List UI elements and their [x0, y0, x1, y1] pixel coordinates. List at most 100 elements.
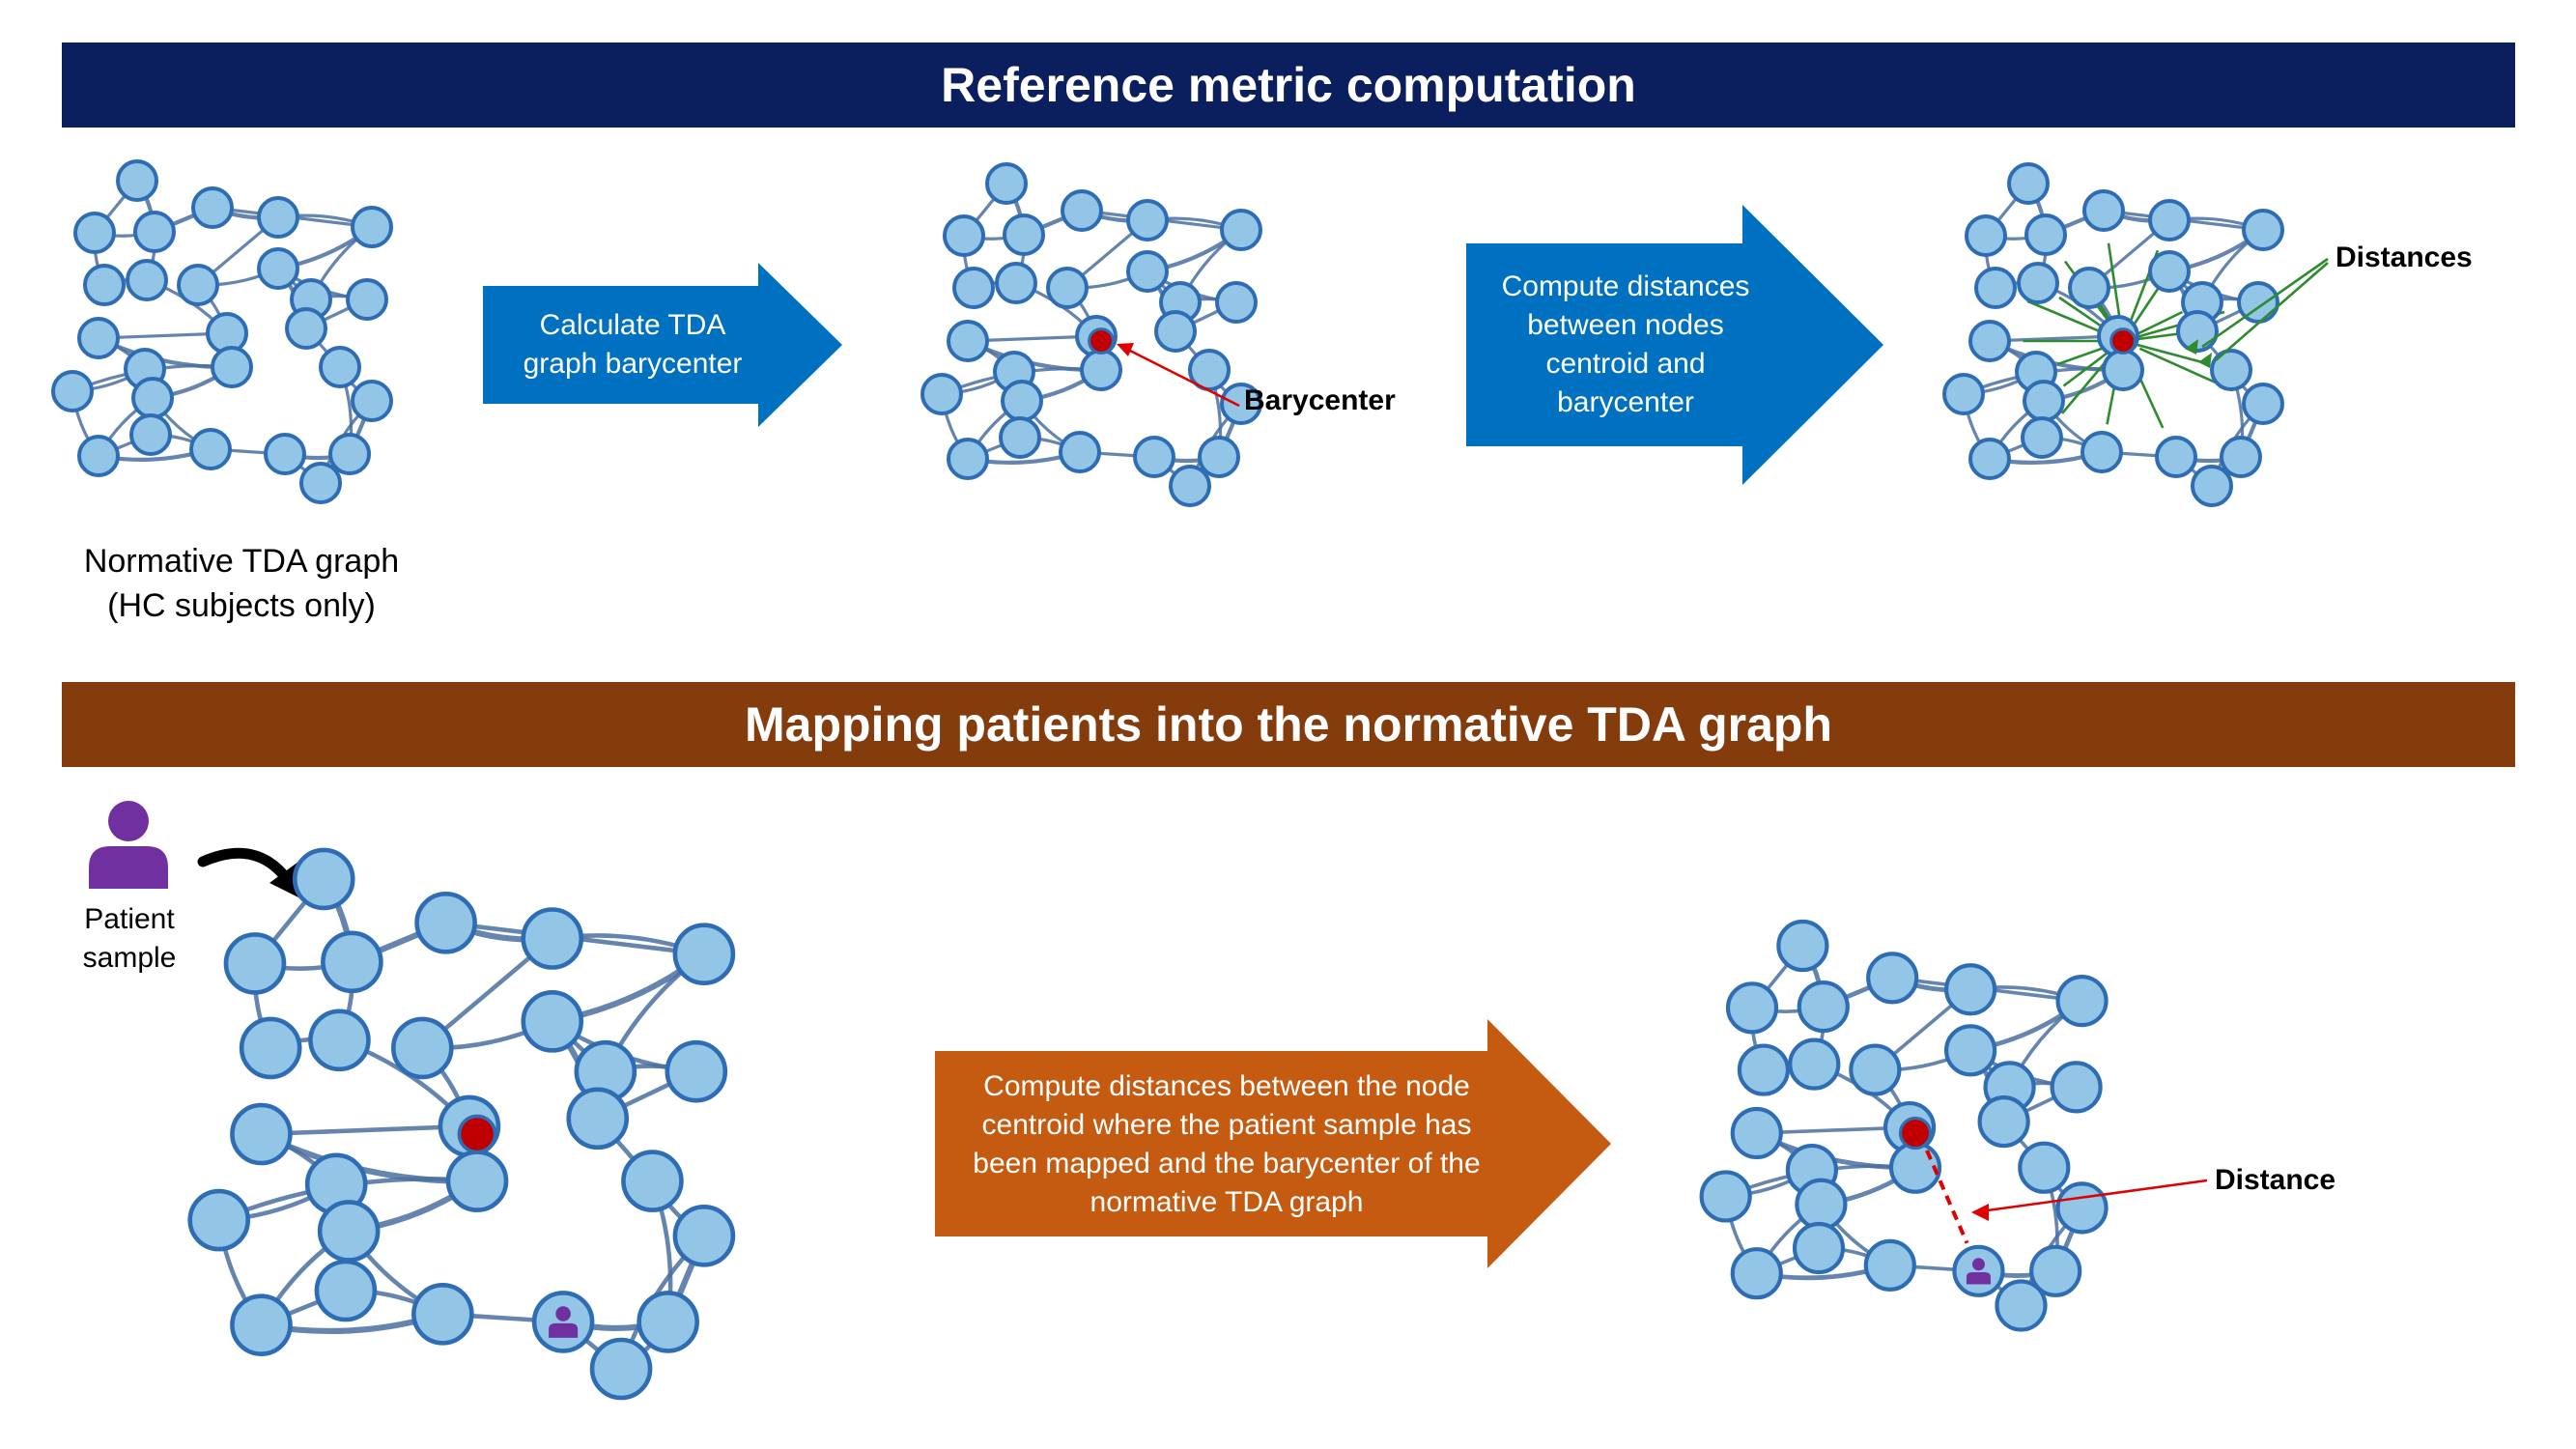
graph-node	[308, 1009, 371, 1072]
graph-node	[299, 462, 342, 504]
graph-node	[77, 317, 120, 359]
graph-node	[947, 320, 989, 362]
barycenter-dot	[1898, 1116, 1933, 1151]
graph-node	[2242, 383, 2284, 425]
graph-node	[521, 907, 584, 970]
distance-label: Distance	[2215, 1164, 2336, 1196]
pointer-arrowhead	[1117, 343, 1134, 356]
graph-node	[1126, 250, 1169, 293]
graph-node	[51, 370, 94, 412]
distances-label: Distances	[2335, 242, 2473, 273]
graph-node	[177, 264, 219, 306]
graph-node	[189, 428, 232, 470]
barycenter-dot	[457, 1114, 497, 1154]
section-title: Mapping patients into the normative TDA …	[745, 697, 1832, 752]
distance-ray	[2026, 299, 2109, 336]
graph-node	[1198, 436, 1240, 478]
section-title: Reference metric computation	[941, 58, 1636, 112]
distance-ray	[2132, 332, 2179, 342]
pointer-arrowhead	[1971, 1204, 1989, 1221]
graph-node	[2242, 209, 2284, 251]
graph-node	[2018, 1141, 2071, 1194]
graph-node	[1792, 1221, 1846, 1275]
graph-node	[1215, 281, 1258, 324]
patient-distance-line	[1925, 1150, 1969, 1244]
graph-node	[116, 159, 158, 202]
graph-node	[995, 262, 1037, 304]
graph-node	[1977, 1095, 2030, 1149]
graph-node	[2220, 436, 2262, 478]
graph-node	[133, 211, 176, 253]
process-arrow-distances	[1466, 205, 1883, 485]
graph-node	[2081, 431, 2123, 473]
graph-node	[411, 1282, 474, 1346]
distances-pointer	[2215, 262, 2329, 361]
graph-node	[346, 278, 388, 321]
graph-node	[2050, 1061, 2103, 1114]
patient-label-line-1: Patient	[84, 903, 175, 935]
graph-node	[292, 847, 355, 911]
graph-node	[390, 1016, 454, 1080]
distance-ray	[2132, 310, 2184, 338]
graph-node	[1795, 1178, 1848, 1231]
graph-node	[566, 1087, 630, 1151]
graph-node	[1220, 383, 1262, 425]
distances-pointer	[2201, 257, 2329, 349]
section-banner-mapping: Mapping patients into the normative TDA …	[62, 682, 2515, 767]
graph-node	[1944, 963, 1997, 1016]
graph-node	[1133, 436, 1175, 478]
graph-node	[1797, 980, 1850, 1034]
graph-node	[1003, 213, 1045, 256]
graph-node	[665, 1039, 728, 1103]
graph-node	[1944, 1024, 1997, 1077]
graph-node	[2148, 199, 2191, 242]
barycenter-dot	[2109, 327, 2137, 355]
graph-node	[239, 1016, 302, 1080]
graph-node	[129, 413, 172, 456]
graph-node	[264, 433, 306, 475]
graph-node	[2021, 416, 2063, 459]
graph-node	[126, 259, 168, 301]
graph-node	[1974, 267, 2017, 309]
graph-node	[1126, 199, 1169, 242]
caption-line-2: (HC subjects only)	[107, 587, 376, 624]
graph-node	[1046, 267, 1089, 309]
arrow-text-barycenter: Calculate TDA graph barycenter	[523, 309, 743, 380]
distance-ray	[2062, 347, 2114, 387]
graph-node	[1730, 1247, 1783, 1300]
graph-node	[1154, 310, 1197, 353]
graph-node	[1737, 1043, 1791, 1096]
section-banner-reference: Reference metric computation	[62, 43, 2515, 128]
graph-node	[83, 264, 126, 306]
graph-node	[2191, 465, 2233, 507]
caption-line-1: Normative TDA graph	[83, 543, 400, 580]
graph-node	[314, 1259, 378, 1322]
graph-node	[257, 247, 299, 290]
graph-node	[589, 1337, 653, 1401]
graph-node	[191, 186, 234, 229]
graph-node	[1942, 373, 1985, 415]
process-arrow-barycenter	[483, 263, 842, 427]
graph-node	[952, 267, 995, 309]
graph-node	[943, 214, 985, 257]
graph-node	[351, 380, 393, 422]
graph-node	[1730, 1106, 1783, 1160]
graph-node	[2017, 262, 2059, 304]
graph-node	[2148, 250, 2191, 293]
distance-pointer	[1972, 1179, 2208, 1214]
graph-node	[947, 438, 989, 480]
graph-node	[2024, 213, 2067, 256]
graph-node	[985, 162, 1028, 205]
graph-node	[73, 212, 116, 254]
graph-node	[1725, 981, 1779, 1035]
graph-node	[1995, 1279, 2048, 1332]
graph-node	[257, 196, 299, 239]
graph-node	[1220, 209, 1262, 251]
graph-node	[1776, 919, 1829, 973]
barycenter-dot	[1088, 327, 1115, 355]
